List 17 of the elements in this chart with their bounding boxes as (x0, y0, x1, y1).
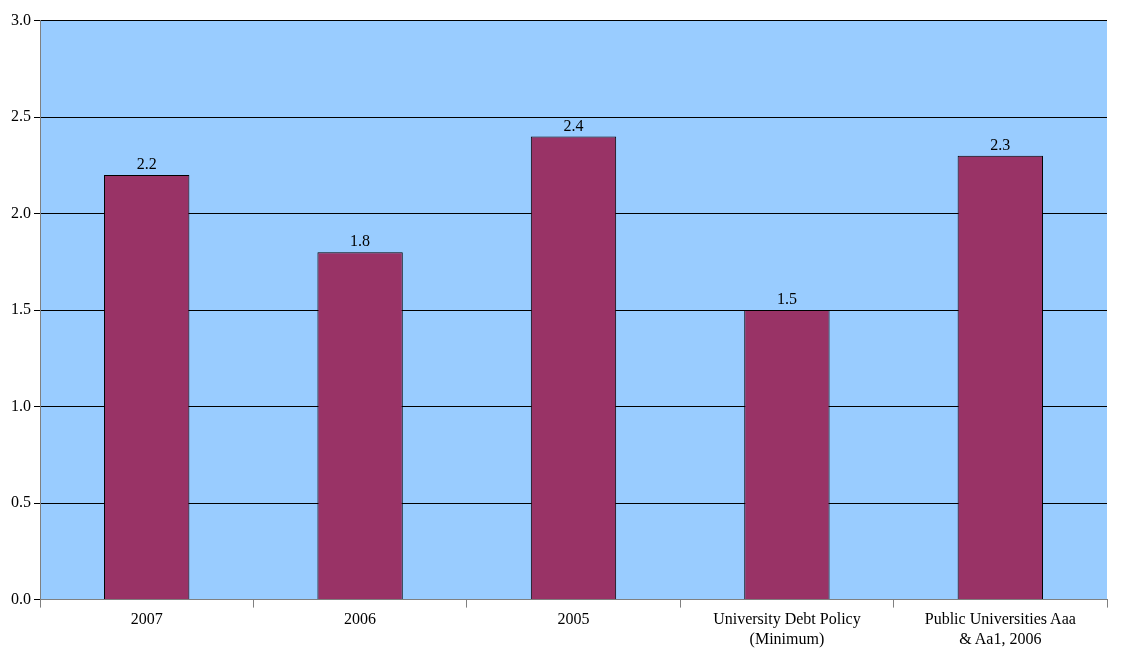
data-label: 1.8 (350, 232, 371, 250)
data-label: 2.2 (136, 155, 157, 173)
y-tick-label: 0.5 (11, 493, 31, 511)
x-tick-label: Public Universities Aaa & Aa1, 2006 (924, 610, 1076, 647)
y-tick-label: 1.5 (11, 300, 31, 318)
y-tick-label: 3.0 (11, 10, 31, 28)
y-tick-label: 1.0 (11, 396, 31, 414)
x-tick-label: University Debt Policy (Minimum) (713, 610, 861, 648)
y-tick-label: 2.5 (11, 107, 31, 125)
data-label: 2.4 (563, 116, 584, 134)
y-tick-label: 2.0 (11, 203, 31, 221)
x-tick-label: 2005 (557, 610, 590, 628)
x-tick-label: 2007 (130, 610, 163, 628)
data-label: 2.3 (990, 135, 1011, 153)
x-tick-label: 2006 (344, 610, 377, 628)
y-tick-label: 0.0 (11, 589, 31, 607)
data-label: 1.5 (776, 290, 797, 308)
